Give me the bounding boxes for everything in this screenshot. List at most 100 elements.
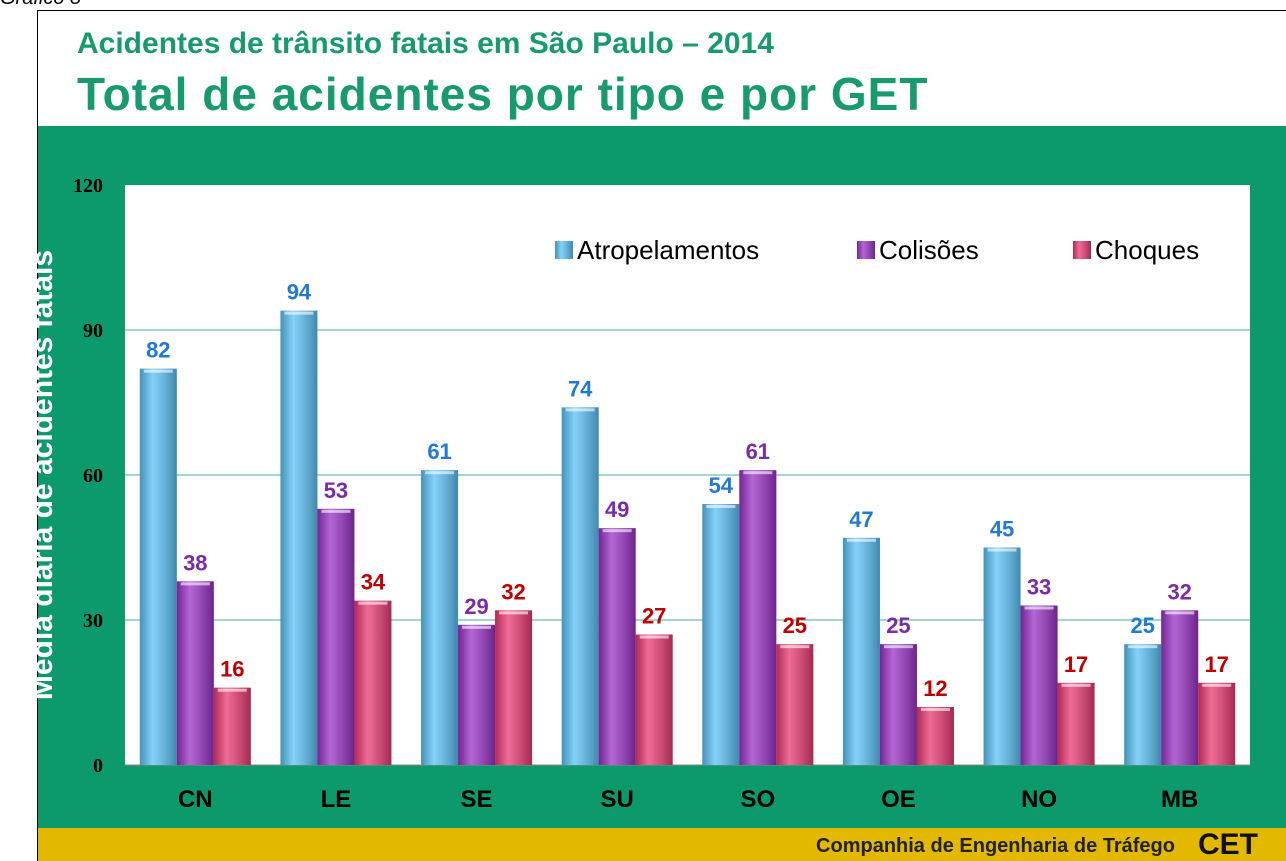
bar-shade xyxy=(635,634,673,765)
bar-shade xyxy=(702,504,740,765)
bar-cap xyxy=(425,471,455,475)
footer-text: Companhia de Engenharia de Tráfego xyxy=(816,835,1175,857)
bar-cap xyxy=(1128,645,1158,649)
bar-cap xyxy=(883,645,913,649)
bar-shade xyxy=(213,687,251,765)
bar-cap xyxy=(1202,683,1232,687)
chart-subtitle: Total de acidentes por tipo e por GET xyxy=(77,68,928,120)
y-tick-label: 30 xyxy=(83,610,103,632)
value-label: 74 xyxy=(568,376,593,401)
bar-cap xyxy=(565,408,595,412)
bar-cap xyxy=(358,601,388,605)
bar-cap xyxy=(1061,683,1091,687)
bar-shade xyxy=(1124,644,1162,765)
bar-cap xyxy=(143,369,173,373)
bar-shade xyxy=(776,644,814,765)
bar-shade xyxy=(739,470,777,765)
bar-shade xyxy=(495,610,533,765)
value-label: 38 xyxy=(183,550,207,575)
value-label: 49 xyxy=(605,497,629,522)
logo: CET xyxy=(1198,828,1258,861)
x-tick-label: SE xyxy=(461,786,493,813)
bar-shade xyxy=(1020,605,1058,765)
y-axis-label: Média diária de acidentes fatais xyxy=(26,250,59,700)
value-label: 33 xyxy=(1027,575,1051,600)
value-label: 54 xyxy=(709,473,734,498)
bar-cap xyxy=(462,625,492,629)
bar-shade xyxy=(176,581,214,765)
bar-cap xyxy=(1024,606,1054,610)
x-tick-label: NO xyxy=(1021,786,1057,813)
y-tick-label: 0 xyxy=(93,755,103,777)
value-label: 47 xyxy=(849,507,873,532)
value-label: 17 xyxy=(1204,652,1228,677)
bar-cap xyxy=(284,311,314,315)
y-tick-label: 120 xyxy=(73,175,103,197)
x-tick-label: LE xyxy=(321,786,352,813)
value-label: 61 xyxy=(746,439,770,464)
x-tick-label: CN xyxy=(178,786,213,813)
bar-shade xyxy=(280,310,318,765)
caption: Gráfico 8 xyxy=(0,0,81,9)
value-label: 82 xyxy=(146,338,170,363)
bar-cap xyxy=(217,688,247,692)
bar-cap xyxy=(987,548,1017,552)
bar-shade xyxy=(1057,682,1095,765)
y-tick-label: 60 xyxy=(83,465,103,487)
bar-cap xyxy=(602,529,632,533)
value-label: 32 xyxy=(1167,579,1191,604)
y-tick-label: 90 xyxy=(83,320,103,342)
bar-shade xyxy=(1161,610,1199,765)
bar-shade xyxy=(317,508,355,765)
chart-title: Acidentes de trânsito fatais em São Paul… xyxy=(77,27,774,60)
legend-swatch-shade xyxy=(1073,241,1091,259)
value-label: 25 xyxy=(1130,613,1154,638)
bar-shade xyxy=(421,470,459,765)
bar-shade xyxy=(561,407,599,765)
value-label: 34 xyxy=(361,570,386,595)
value-label: 45 xyxy=(990,517,1014,542)
footer-bar xyxy=(38,828,1286,861)
slide-border xyxy=(37,10,1286,861)
value-label: 16 xyxy=(220,657,244,682)
x-tick-label: SO xyxy=(740,786,775,813)
legend-swatch-shade xyxy=(857,241,875,259)
bar-cap xyxy=(846,538,876,542)
bar-shade xyxy=(842,537,880,765)
bar-shade xyxy=(983,547,1021,765)
legend-swatch-shade xyxy=(555,241,573,259)
value-label: 12 xyxy=(923,676,947,701)
value-label: 61 xyxy=(427,439,451,464)
bar-shade xyxy=(458,624,496,765)
value-label: 53 xyxy=(324,478,348,503)
bar-cap xyxy=(321,509,351,513)
value-label: 25 xyxy=(783,613,807,638)
bar-shade xyxy=(139,368,177,765)
bar-cap xyxy=(639,635,669,639)
legend-label: Atropelamentos xyxy=(577,235,759,265)
value-label: 94 xyxy=(287,280,312,305)
bar-cap xyxy=(499,611,529,615)
x-tick-label: MB xyxy=(1161,786,1198,813)
value-label: 29 xyxy=(464,594,488,619)
bar-shade xyxy=(879,644,917,765)
bar-cap xyxy=(180,582,210,586)
legend-label: Colisões xyxy=(879,235,979,265)
bar-shade xyxy=(1198,682,1236,765)
bar-cap xyxy=(743,471,773,475)
legend-label: Choques xyxy=(1095,235,1199,265)
bar-cap xyxy=(1165,611,1195,615)
value-label: 25 xyxy=(886,613,910,638)
bar-shade xyxy=(598,528,636,765)
x-tick-label: SU xyxy=(601,786,634,813)
value-label: 32 xyxy=(501,579,525,604)
bar-shade xyxy=(354,600,392,765)
value-label: 17 xyxy=(1064,652,1088,677)
x-tick-label: OE xyxy=(881,786,916,813)
bar-cap xyxy=(706,505,736,508)
bar-cap xyxy=(780,645,810,649)
bar-cap xyxy=(920,708,950,711)
value-label: 27 xyxy=(642,604,666,629)
bar-shade xyxy=(916,707,954,765)
